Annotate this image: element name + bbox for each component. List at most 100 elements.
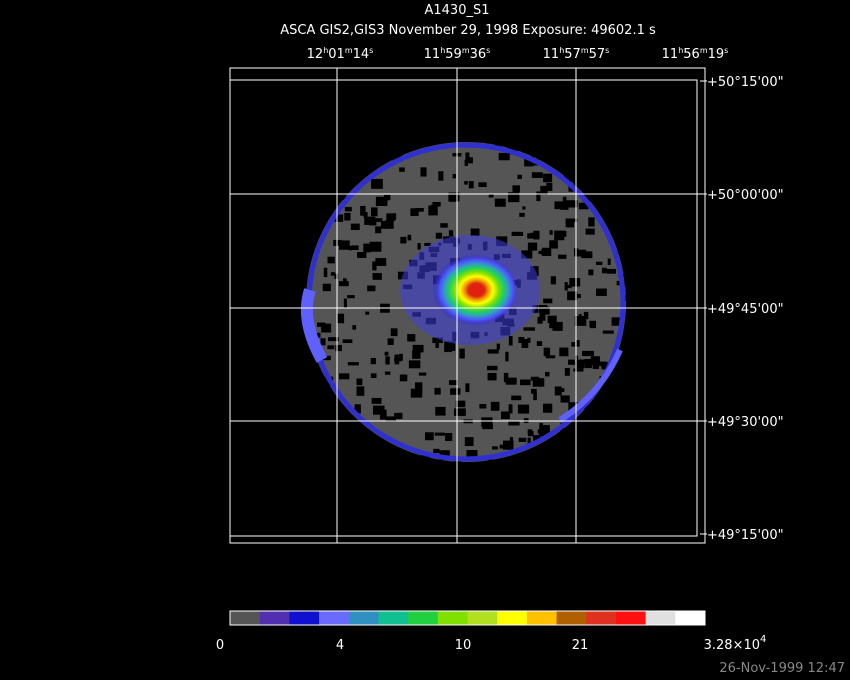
noise-patch: [532, 378, 545, 387]
noise-patch: [552, 444, 561, 449]
noise-patch: [624, 277, 626, 286]
colorbar-swatch: [586, 611, 617, 625]
noise-patch: [384, 220, 394, 229]
noise-patch: [586, 179, 593, 189]
noise-patch: [399, 353, 403, 361]
colorbar-swatch: [615, 611, 647, 625]
noise-patch: [371, 178, 383, 189]
noise-patch: [537, 316, 543, 324]
noise-patch: [581, 434, 590, 444]
noise-patch: [518, 336, 525, 343]
noise-patch: [337, 313, 345, 324]
label: 3.28×10: [704, 638, 760, 653]
noise-patch: [568, 359, 576, 365]
ra-value: 36: [470, 47, 487, 62]
noise-patch: [572, 148, 584, 157]
noise-patch: [344, 212, 351, 221]
noise-patch: [588, 217, 595, 227]
noise-patch: [597, 432, 605, 439]
colorbar-swatch: [467, 611, 498, 625]
noise-patch: [487, 365, 498, 371]
ra-value: 14: [353, 47, 370, 62]
noise-patch: [455, 400, 466, 408]
noise-patch: [577, 441, 585, 445]
ra-unit: h: [323, 46, 328, 55]
ra-value: 59: [445, 47, 462, 62]
noise-patch: [410, 208, 419, 216]
grid: [230, 68, 705, 543]
noise-patch: [346, 166, 359, 175]
noise-patch: [347, 295, 355, 299]
dec-label: +50°00'00": [707, 188, 784, 203]
noise-patch: [321, 323, 332, 333]
noise-patch: [317, 409, 329, 416]
noise-patch: [539, 312, 546, 321]
noise-patch: [464, 159, 468, 166]
noise-patch: [349, 422, 362, 433]
timestamp: 26-Nov-1999 12:47: [719, 661, 845, 676]
noise-patch: [554, 386, 562, 396]
noise-patch: [459, 348, 465, 359]
noise-patch: [564, 453, 569, 462]
noise-patch: [352, 325, 357, 330]
noise-patch: [508, 192, 520, 203]
noise-patch: [371, 207, 378, 217]
noise-patch: [596, 261, 603, 265]
noise-patch: [425, 432, 434, 441]
noise-patch: [565, 201, 578, 208]
noise-patch: [465, 383, 470, 393]
noise-patch: [432, 337, 443, 344]
noise-patch: [519, 212, 525, 217]
noise-patch: [602, 267, 607, 274]
noise-patch: [542, 247, 552, 257]
noise-patch: [602, 145, 615, 154]
title: A1430_S1: [425, 3, 490, 18]
noise-patch: [327, 345, 335, 350]
noise-patch: [363, 243, 371, 253]
noise-patch: [505, 377, 517, 385]
noise-patch: [590, 356, 600, 366]
ra-unit: m: [700, 46, 708, 55]
noise-patch: [306, 436, 312, 442]
noise-patch: [501, 411, 510, 420]
noise-patch: [589, 320, 594, 327]
label: 10: [455, 638, 472, 653]
noise-patch: [511, 231, 524, 236]
noise-patch: [549, 240, 558, 249]
noise-patch: [596, 288, 607, 296]
noise-patch: [323, 267, 328, 278]
noise-patch: [438, 171, 444, 181]
noise-patch: [488, 193, 494, 198]
noise-patch: [575, 360, 585, 369]
colorbar-swatch: [437, 611, 468, 625]
noise-patch: [548, 404, 552, 413]
noise-patch: [611, 317, 620, 326]
noise-patch: [545, 355, 556, 359]
noise-patch: [508, 335, 513, 346]
noise-patch: [512, 185, 520, 193]
label: 21: [572, 638, 589, 653]
noise-patch: [445, 433, 453, 442]
noise-patch: [536, 191, 541, 202]
noise-patch: [420, 167, 427, 177]
noise-patch: [575, 340, 580, 347]
noise-patch: [452, 174, 457, 179]
noise-patch: [322, 283, 331, 292]
noise-patch: [349, 179, 356, 183]
noise-patch: [574, 249, 587, 257]
ra-value: 19: [708, 47, 725, 62]
noise-patch: [330, 337, 336, 341]
noise-patch: [410, 388, 423, 398]
noise-patch: [520, 379, 531, 386]
noise-patch: [517, 404, 530, 414]
colorbar-swatch: [526, 611, 558, 625]
noise-patch: [319, 216, 325, 220]
noise-patch: [533, 392, 537, 401]
noise-patch: [588, 417, 601, 428]
noise-patch: [465, 152, 470, 162]
noise-patch: [490, 401, 500, 411]
noise-patch: [433, 448, 440, 454]
noise-patch: [338, 281, 349, 287]
